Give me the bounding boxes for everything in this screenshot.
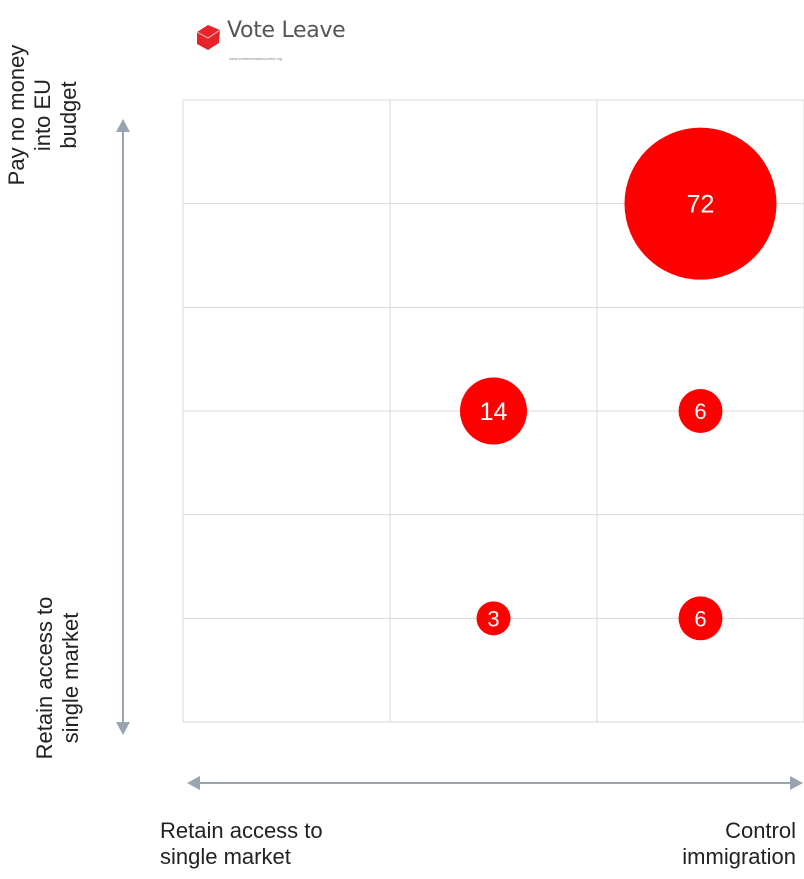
- bubble-value-label: 14: [480, 398, 508, 426]
- vote-leave-logo: Vote Leave www.voteleavetakecontrol.org: [193, 16, 363, 66]
- x-right-line-2: immigration: [682, 844, 796, 869]
- bubble-value-label: 3: [487, 606, 499, 631]
- bubble: [624, 127, 777, 280]
- y-top-line-2: into EU: [30, 78, 55, 152]
- bubble: [459, 377, 528, 445]
- logo-url: www.voteleavetakecontrol.org: [229, 56, 283, 61]
- x-right-line-1: Control: [725, 818, 796, 843]
- y-top-line-3: budget: [56, 81, 81, 149]
- y-bottom-line-1: Retain access to: [32, 596, 57, 760]
- y-bottom-line-2: single market: [58, 612, 83, 744]
- bubble-value-label: 6: [694, 606, 706, 631]
- y-axis-bottom-label: Retain access to single market: [32, 578, 84, 778]
- logo-mark-fold: [196, 29, 221, 39]
- bubble-value-label: 6: [694, 399, 706, 424]
- y-axis-arrow-up-icon: [116, 119, 130, 132]
- x-axis-arrow-left-icon: [187, 776, 200, 790]
- bubble: [678, 389, 723, 433]
- x-left-line-2: single market: [160, 844, 291, 869]
- y-axis-top-label: Pay no money into EU budget: [4, 25, 82, 205]
- x-axis-right-label: Control immigration: [682, 818, 796, 870]
- logo-name: Vote Leave: [227, 18, 346, 43]
- bubble: [678, 596, 723, 641]
- x-axis-left-label: Retain access to single market: [160, 818, 323, 870]
- x-left-line-1: Retain access to: [160, 818, 323, 843]
- y-top-line-1: Pay no money: [4, 44, 29, 186]
- bubble: [476, 601, 511, 636]
- bubble-value-label: 72: [687, 191, 715, 219]
- y-axis-arrow-down-icon: [116, 722, 130, 735]
- logo-mark-icon: [196, 25, 221, 50]
- x-axis-arrow-right-icon: [790, 776, 803, 790]
